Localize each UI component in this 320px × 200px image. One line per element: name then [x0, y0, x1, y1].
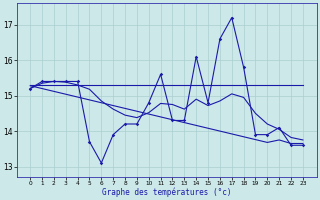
X-axis label: Graphe des températures (°c): Graphe des températures (°c)	[102, 187, 231, 197]
